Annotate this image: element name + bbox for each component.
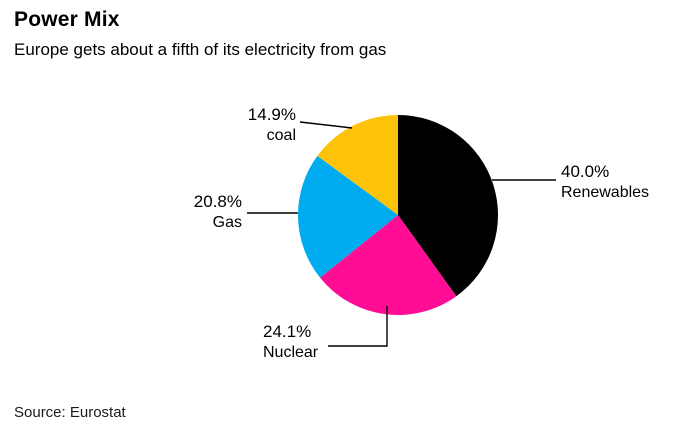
callout-gas: 20.8% Gas [194, 191, 242, 233]
chart-title: Power Mix [14, 8, 120, 31]
callout-coal-label: coal [266, 127, 296, 144]
callout-nuclear-label: Nuclear [263, 344, 319, 361]
callout-renewables-label: Renewables [561, 184, 650, 201]
callout-renewables: 40.0% Renewables [561, 161, 649, 203]
pie-slice-gas [298, 155, 398, 278]
callout-gas-value: 20.8% [193, 192, 242, 211]
callout-renewables-value: 40.0% [561, 162, 610, 181]
leader-line-coal [299, 121, 353, 129]
leader-line-nuclear [328, 306, 388, 347]
callout-coal-value: 14.9% [247, 105, 296, 124]
callout-nuclear-value: 24.1% [263, 322, 312, 341]
pie-slices [298, 115, 499, 316]
chart-subtitle: Europe gets about a fifth of its electri… [14, 40, 387, 59]
pie-slice-nuclear [320, 215, 457, 316]
pie-slice-coal [317, 115, 398, 215]
callout-gas-label: Gas [212, 214, 242, 231]
callout-nuclear: 24.1% Nuclear [263, 321, 318, 363]
callout-coal: 14.9% coal [248, 104, 296, 146]
leader-lines [247, 121, 556, 347]
source-note: Source: Eurostat [14, 404, 126, 421]
pie-slice-renewables [398, 115, 499, 297]
